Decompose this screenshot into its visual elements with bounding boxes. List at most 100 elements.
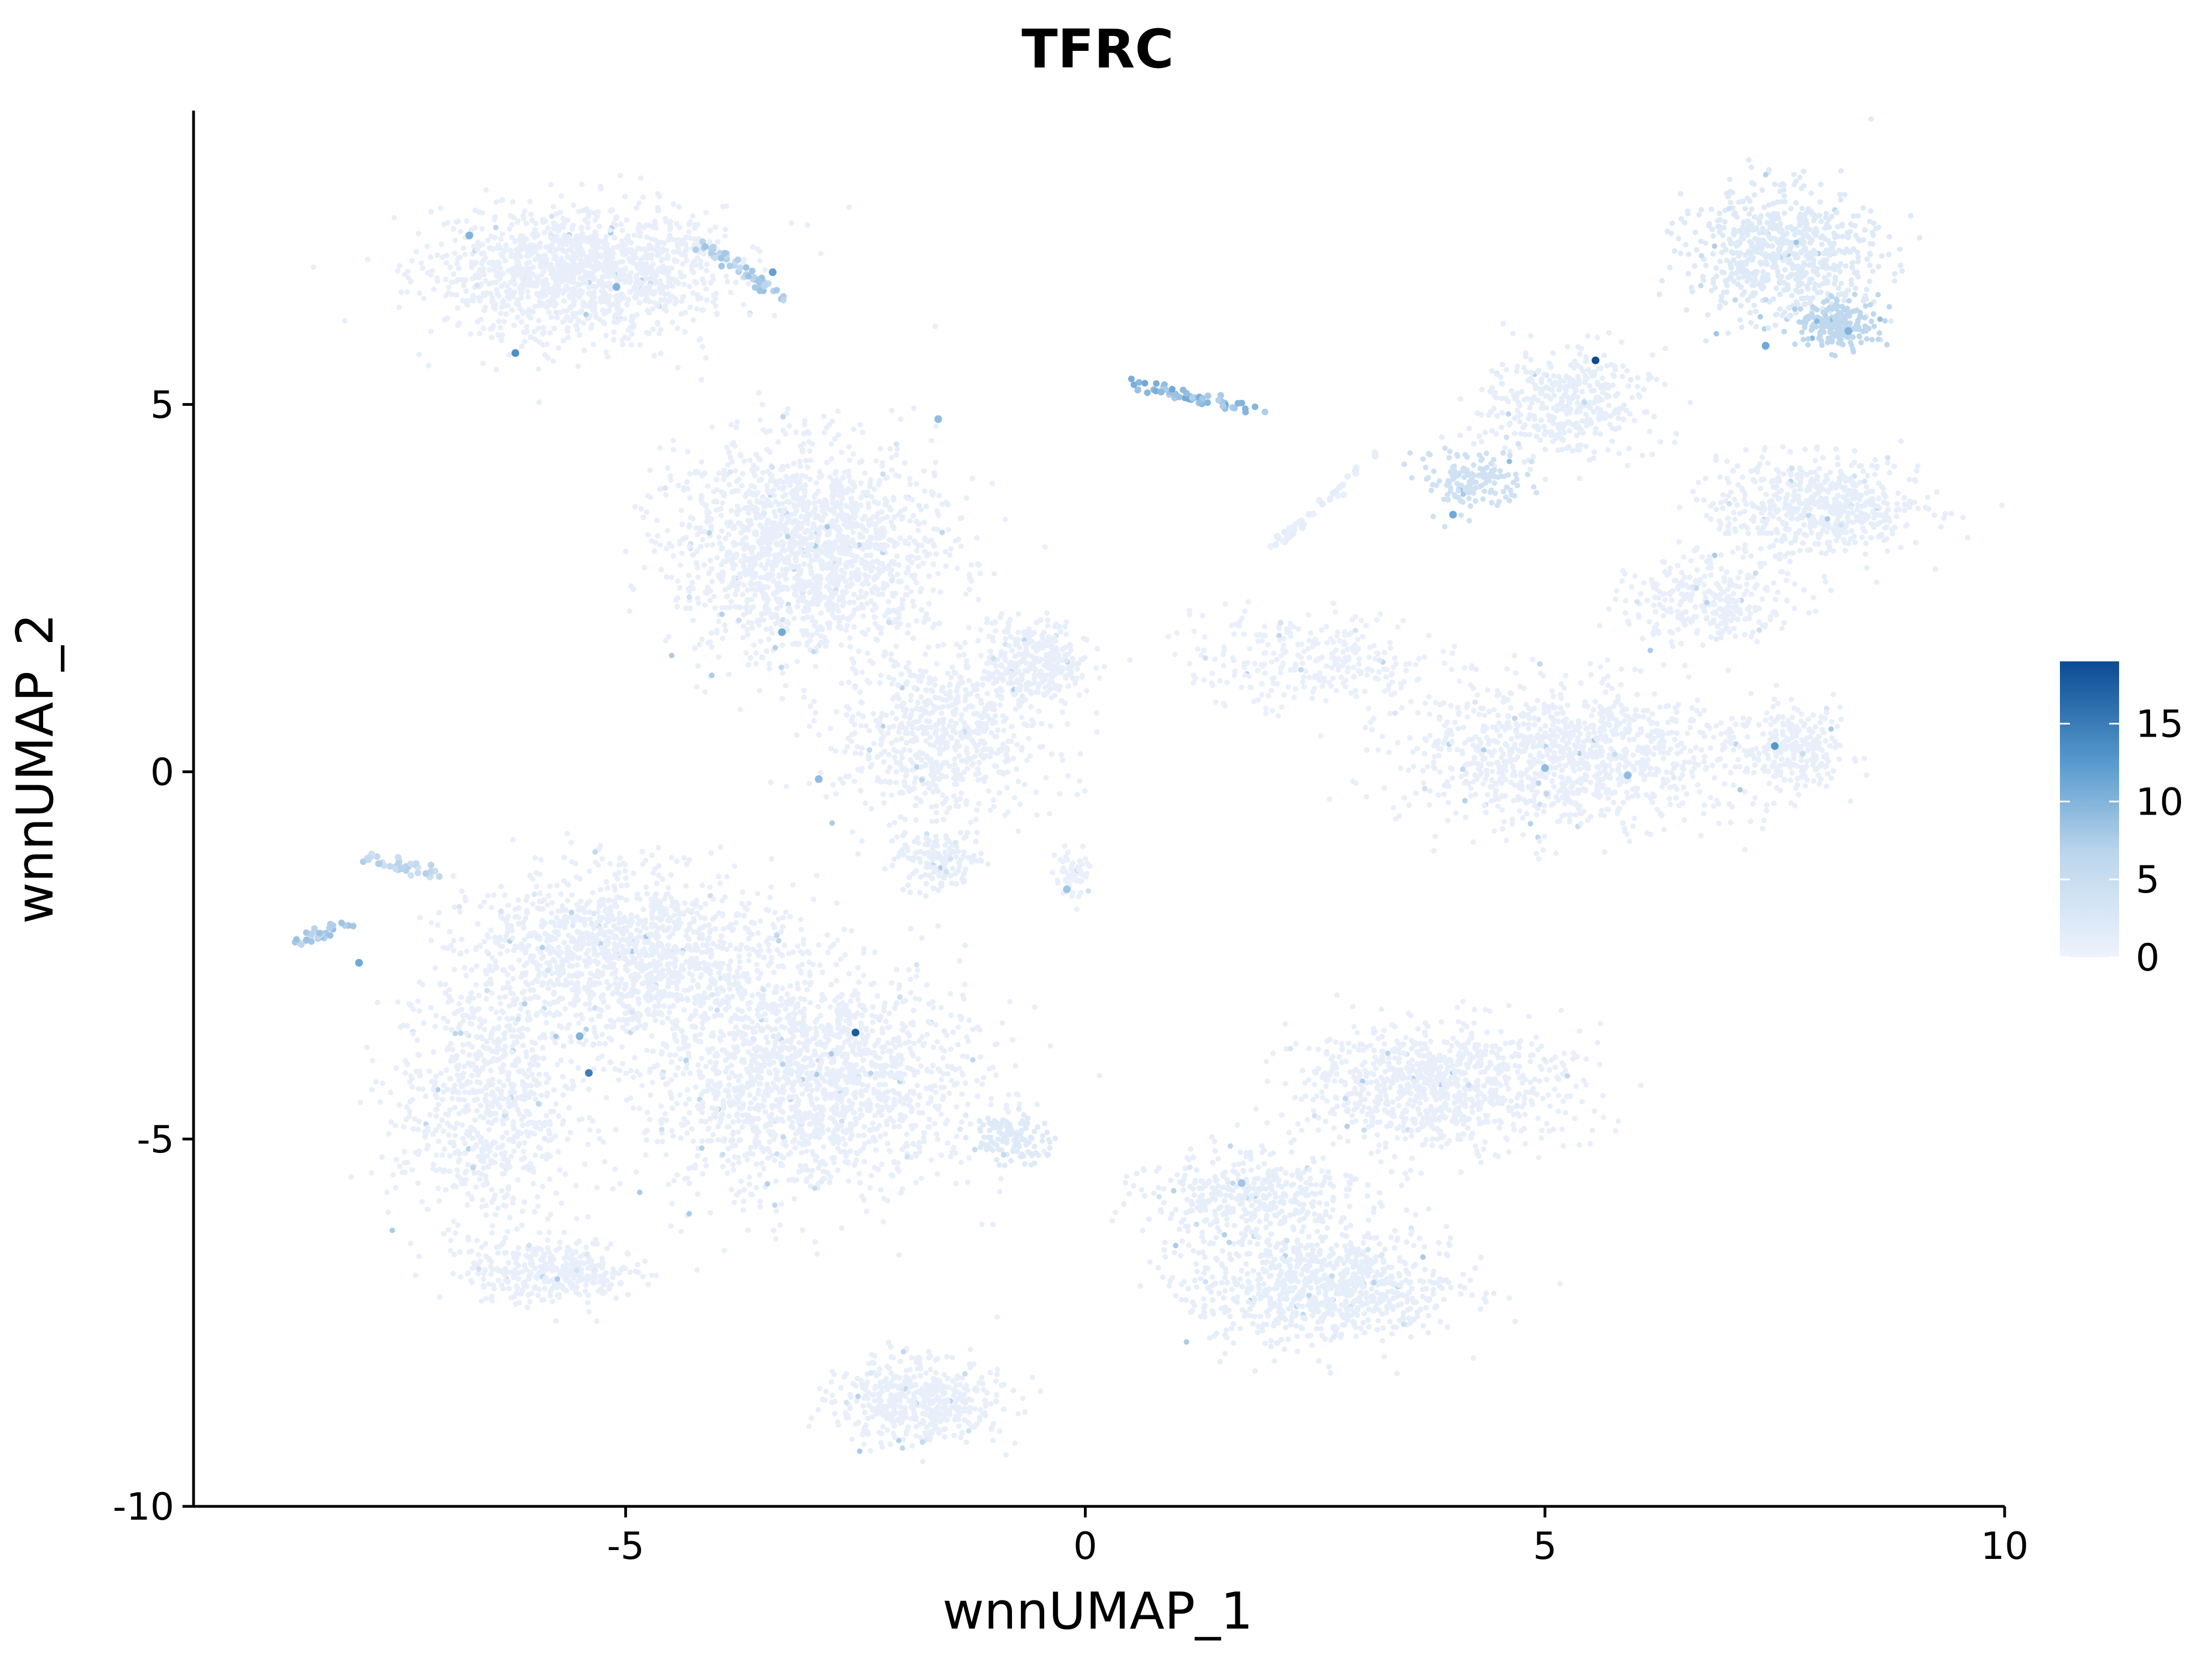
cell-point (496, 318, 502, 324)
cell-point (782, 570, 789, 576)
cell-point (789, 220, 795, 226)
cell-point (492, 234, 498, 241)
cell-point (691, 258, 697, 264)
cell-point (939, 529, 945, 535)
cell-point (1029, 653, 1035, 659)
cell-point (966, 854, 972, 860)
cell-point (952, 761, 958, 768)
cell-point (816, 533, 822, 539)
cell-point (675, 365, 681, 371)
cell-point (749, 575, 755, 580)
cell-point (1740, 199, 1746, 205)
cell-point (812, 709, 818, 716)
cell-point (903, 570, 909, 576)
cell-point (927, 759, 933, 765)
cell-point (1801, 239, 1807, 246)
cell-point (846, 444, 852, 450)
cell-point (1765, 325, 1771, 331)
cell-point (700, 344, 706, 350)
cell-point (625, 297, 632, 303)
cell-point (919, 542, 925, 549)
cell-point (1719, 249, 1725, 255)
cell-point (1731, 278, 1737, 284)
cell-point (674, 604, 680, 610)
cell-point (921, 468, 927, 474)
cell-point (364, 257, 371, 263)
cell-point (581, 320, 587, 326)
cell-point (897, 535, 903, 541)
cell-point (1703, 338, 1709, 344)
cell-point (1018, 682, 1024, 688)
cell-point (948, 718, 954, 724)
cell-point (509, 234, 515, 241)
cell-point (765, 572, 771, 577)
cell-point (754, 499, 760, 505)
cell-point (499, 197, 505, 203)
cell-point (883, 475, 889, 481)
cell-point (704, 297, 710, 303)
cell-point (926, 680, 932, 686)
cell-point (919, 764, 925, 770)
cell-point (1074, 906, 1080, 912)
cell-point (586, 290, 592, 296)
cell-point (904, 585, 910, 591)
cell-point (920, 725, 926, 731)
cell-point (858, 588, 864, 594)
cell-point (519, 281, 525, 287)
cell-point (1696, 212, 1702, 218)
cell-point (924, 754, 930, 760)
cell-point (797, 443, 804, 449)
cell-point (576, 208, 582, 215)
cell-point (456, 265, 462, 272)
cell-point (1058, 752, 1065, 758)
cell-point (1742, 206, 1748, 212)
cell-point (795, 603, 801, 609)
cell-point (948, 675, 954, 681)
cell-point (937, 751, 943, 757)
cell-point (645, 532, 651, 538)
cell-point (799, 485, 805, 491)
cell-point (1076, 660, 1082, 666)
cell-point (853, 520, 859, 526)
cell-point (1040, 672, 1046, 679)
cell-point (990, 797, 997, 803)
cell-point (474, 239, 481, 246)
cell-point (551, 267, 557, 272)
cell-point (593, 314, 599, 320)
cell-point (881, 800, 887, 806)
cell-point (811, 521, 817, 527)
cell-point (447, 264, 453, 270)
cell-point (1036, 644, 1041, 650)
cell-point (1814, 290, 1820, 296)
cell-point (1802, 226, 1808, 232)
cell-point (501, 319, 507, 325)
cell-point (469, 262, 475, 268)
cell-point (503, 242, 509, 248)
cell-point (870, 565, 876, 571)
cell-point (830, 496, 836, 502)
cell-point (891, 514, 898, 520)
cell-point (974, 686, 980, 692)
cell-point (731, 575, 737, 581)
cell-point (864, 601, 870, 607)
cell-point (667, 293, 673, 299)
cell-point (665, 253, 671, 259)
cell-point (579, 231, 585, 237)
cell-point (647, 467, 653, 473)
cell-point (1012, 637, 1018, 643)
cell-point (749, 604, 755, 611)
cell-point (863, 562, 869, 568)
cell-point (794, 659, 800, 664)
cell-point (783, 576, 789, 582)
cell-point (1753, 236, 1759, 242)
cell-point (1709, 226, 1715, 232)
cell-point (784, 520, 790, 526)
cell-point (621, 278, 627, 284)
cell-point (1031, 671, 1037, 677)
cell-point (757, 258, 763, 264)
cell-point (888, 651, 894, 657)
cell-point (915, 528, 921, 534)
cell-point (928, 437, 935, 444)
cell-point (941, 817, 946, 823)
cell-point (745, 510, 752, 516)
